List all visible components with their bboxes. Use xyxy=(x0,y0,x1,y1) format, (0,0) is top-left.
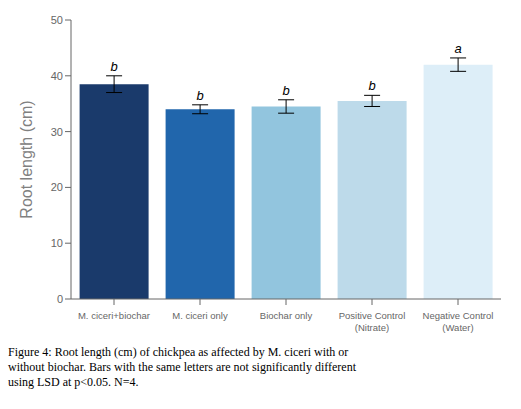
svg-text:Root length (cm): Root length (cm) xyxy=(18,100,35,218)
svg-text:b: b xyxy=(196,88,203,103)
svg-text:40: 40 xyxy=(51,70,63,82)
svg-text:b: b xyxy=(282,83,289,98)
svg-text:10: 10 xyxy=(51,237,63,249)
svg-text:Positive Control(Nitrate): Positive Control(Nitrate) xyxy=(339,310,406,333)
svg-text:20: 20 xyxy=(51,181,63,193)
svg-text:Biochar only: Biochar only xyxy=(260,310,313,321)
svg-text:30: 30 xyxy=(51,126,63,138)
svg-text:b: b xyxy=(368,78,375,93)
svg-text:Negative Control(Water): Negative Control(Water) xyxy=(423,310,494,333)
svg-text:0: 0 xyxy=(57,293,63,305)
svg-text:a: a xyxy=(454,41,461,56)
html-text:Figure 4: Root length (cm) of: Figure 4: Root length (cm) of chickpea a… xyxy=(8,345,349,359)
svg-text:M. ciceri+biochar: M. ciceri+biochar xyxy=(78,310,150,321)
svg-text:50: 50 xyxy=(51,14,63,26)
html-text:without biochar. Bars with the: without biochar. Bars with the same lett… xyxy=(8,360,356,374)
svg-text:M. ciceri only: M. ciceri only xyxy=(172,310,228,321)
html-text:using LSD at p<0.05. N=4.: using LSD at p<0.05. N=4. xyxy=(8,375,139,389)
svg-text:b: b xyxy=(110,59,117,74)
